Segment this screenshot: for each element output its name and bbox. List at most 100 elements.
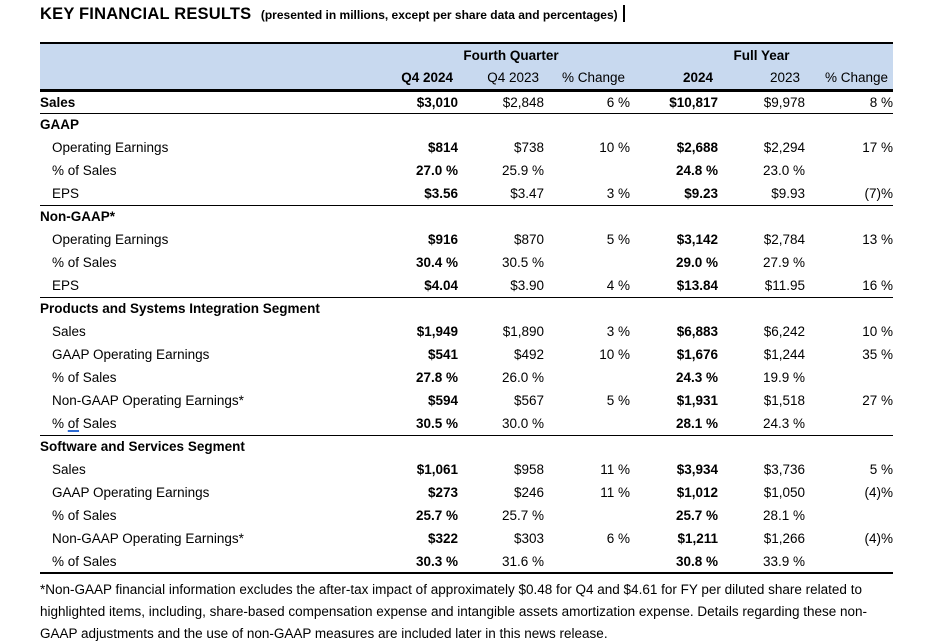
row-label: Non-GAAP Operating Earnings* [52,393,244,408]
cell-value: 25.7 % [501,508,544,523]
cell-value: 27.9 % [762,255,806,270]
cell-value: $6,242 [763,324,806,339]
table-row: Sales $3,010 $2,848 6 % $10,817 $9,978 8 % [40,90,894,114]
cell-value: $9.23 [630,182,719,206]
cell-value: 3 % [544,182,631,206]
row-label: % of Sales [40,550,392,574]
cell-value: 6 % [544,90,631,114]
cell-value: $2,848 [458,90,544,114]
row-label: Non-GAAP Operating Earnings* [52,531,244,546]
cell-value: 5 % [606,393,631,408]
column-header: % Change [805,66,894,92]
cell-value [805,159,893,182]
table-row: Operating Earnings $916 $870 5 % $3,142 $2,78… [40,228,893,251]
cell-value: 19.9 % [762,370,806,385]
cell-value: $303 [513,531,544,546]
footnote: *Non-GAAP financial information excludes… [40,582,868,641]
cell-value: $1,244 [763,347,806,362]
empty-header-cell [40,66,392,92]
cell-value: $1,050 [763,485,806,500]
empty-header-cell [40,43,392,66]
table-row: % of Sales 25.7 % 25.7 % 25.7 % 28.1 % [40,504,893,527]
table-row: EPS $4.04 $3.90 4 % $13.84 $11.95 16 % [40,274,894,298]
row-label: Operating Earnings [52,232,169,247]
cell-value: $10,817 [630,90,719,114]
table-row: % of Sales 27.0 % 25.9 % 24.8 % 23.0 % [40,159,893,182]
cell-value: (4)% [864,531,894,546]
group-header-row: Fourth Quarter Full Year [40,43,894,66]
table-row: Sales $1,949 $1,890 3 % $6,883 $6,242 10 % [40,320,893,343]
title-subtitle: (presented in millions, except per share… [260,8,618,22]
cell-value: 30.5 % [392,412,458,436]
cell-value: (7)% [805,182,894,206]
cell-value: 24.3 % [675,370,719,385]
column-header: Q4 2023 [458,66,544,92]
section-label: GAAP [40,117,80,133]
cell-value: 13 % [862,232,894,247]
table-row: Operating Earnings $814 $738 10 % $2,688 $2,2… [40,136,893,159]
cell-value: 3 % [606,324,631,339]
cell-value [805,412,894,436]
cell-value: $541 [427,347,458,362]
section-row: GAAP [40,113,893,136]
cell-value: 30.8 % [630,550,719,574]
cell-value: $1,061 [416,462,458,477]
cell-value: (4)% [864,485,894,500]
cell-value: $3,934 [676,462,719,477]
cell-value: $11.95 [718,274,806,298]
column-header: 2024 [630,66,719,92]
cell-value: 28.1 % [630,412,719,436]
cell-value: $567 [513,393,544,408]
page-title: KEY FINANCIAL RESULTS (presented in mill… [40,5,939,31]
cell-value [544,412,631,436]
cell-value: $958 [513,462,544,477]
section-row: Software and Services Segment [40,435,893,458]
cell-value: 10 % [599,140,631,155]
row-label: Sales [40,90,392,114]
cell-value: $246 [513,485,544,500]
table-row: % of Sales 30.4 % 30.5 % 29.0 % 27.9 % [40,251,893,274]
row-label: Sales [52,324,86,339]
row-label: GAAP Operating Earnings [52,347,210,362]
table-row: Sales $1,061 $958 11 % $3,934 $3,736 5 % [40,458,893,481]
cell-value: $322 [427,531,458,546]
cell-value: $738 [513,140,544,155]
group-header-fourth-quarter: Fourth Quarter [463,47,559,63]
section-row: Non-GAAP* [40,205,893,228]
cell-value: $1,012 [676,485,719,500]
table-row: GAAP Operating Earnings $273 $246 11 % $1,01… [40,481,893,504]
cell-value: 16 % [805,274,894,298]
cell-value: $3.90 [458,274,544,298]
cell-value: 31.6 % [458,550,544,574]
title-main: KEY FINANCIAL RESULTS [40,5,252,23]
cell-value [805,251,893,274]
cell-value: $2,784 [763,232,806,247]
row-label: % of Sales [40,412,392,436]
cell-value: $3,010 [392,90,458,114]
text-cursor[interactable] [623,5,625,22]
row-label: Operating Earnings [52,140,169,155]
section-label: Non-GAAP* [40,209,115,225]
row-label: % of Sales [52,163,117,178]
column-header: Q4 2024 [392,66,458,92]
cell-value: 5 % [606,232,631,247]
row-label: % of Sales [52,370,117,385]
cell-value: 29.0 % [675,255,719,270]
cell-value [805,504,893,527]
row-label: EPS [40,274,392,298]
cell-value [544,159,630,182]
cell-value: $814 [427,140,458,155]
cell-value: 30.3 % [392,550,458,574]
cell-value: $3,142 [676,232,719,247]
cell-value: $9.93 [718,182,806,206]
table-row: GAAP Operating Earnings $541 $492 10 % $1,67… [40,343,893,366]
cell-value: $1,931 [676,393,719,408]
column-header: 2023 [718,66,806,92]
row-label: GAAP Operating Earnings [52,485,210,500]
table-row: Non-GAAP Operating Earnings* $594 $567 5 % $… [40,389,893,412]
cell-value: $13.84 [630,274,719,298]
row-label: Sales [52,462,86,477]
section-label: Products and Systems Integration Segment [40,301,320,317]
cell-value: $1,890 [502,324,544,339]
group-header-full-year: Full Year [733,47,790,63]
